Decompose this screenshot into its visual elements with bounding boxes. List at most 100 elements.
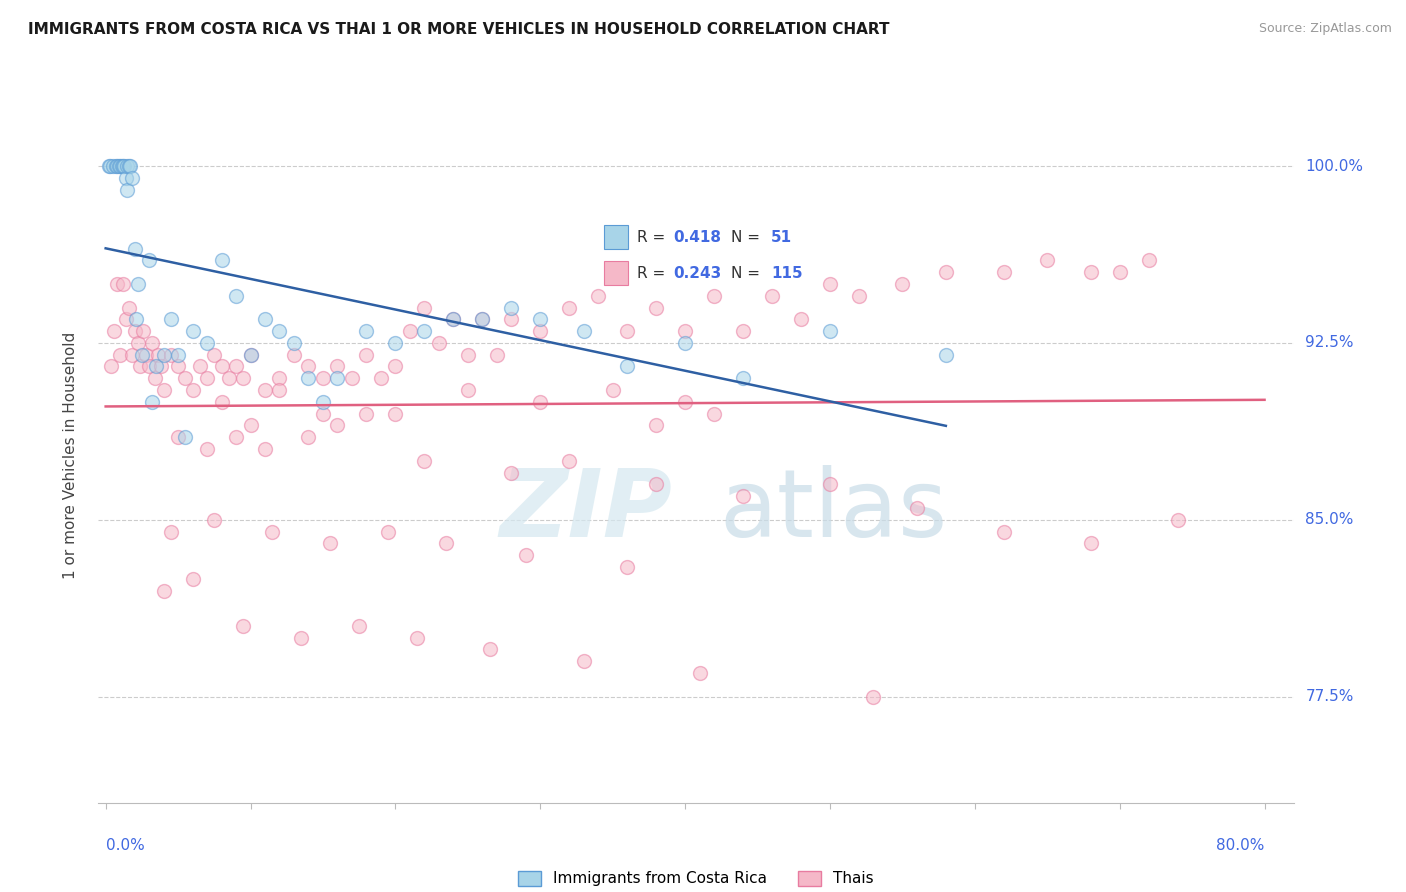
Point [761, 289, 783, 303]
Point [232, 371, 254, 385]
Point [558, 454, 581, 468]
Point [340, 371, 363, 385]
Point [127, 277, 149, 291]
Point [239, 418, 262, 433]
Text: R =: R = [637, 266, 671, 281]
Bar [605, 261, 628, 285]
Point [1167, 513, 1189, 527]
Text: ZIP: ZIP [499, 465, 672, 557]
Point [905, 500, 928, 515]
Point [104, 159, 127, 173]
Text: atlas: atlas [720, 465, 948, 557]
Text: 51: 51 [772, 230, 793, 244]
Point [413, 454, 436, 468]
Point [100, 359, 122, 374]
Point [195, 371, 218, 385]
Point [269, 383, 291, 397]
Point [790, 312, 813, 326]
Point [121, 170, 143, 185]
Point [993, 524, 1015, 539]
Point [105, 159, 128, 173]
Point [1080, 536, 1102, 550]
Point [152, 348, 174, 362]
Point [471, 312, 494, 326]
Point [347, 619, 370, 633]
Point [818, 277, 841, 291]
Point [112, 277, 135, 291]
Point [110, 159, 132, 173]
Point [225, 289, 247, 303]
Point [1137, 253, 1160, 268]
Point [118, 301, 141, 315]
Point [370, 371, 392, 385]
Point [356, 324, 378, 338]
Point [107, 159, 129, 173]
Point [141, 335, 163, 350]
Point [673, 324, 696, 338]
Point [529, 312, 551, 326]
Point [152, 383, 174, 397]
Point [616, 560, 638, 574]
Point [616, 359, 638, 374]
Point [478, 642, 501, 657]
Point [501, 466, 523, 480]
Point [384, 407, 406, 421]
Point [125, 312, 148, 326]
Point [114, 159, 136, 173]
Point [485, 348, 508, 362]
Point [515, 548, 537, 562]
Point [326, 359, 349, 374]
Point [731, 371, 754, 385]
Point [326, 418, 349, 433]
Point [138, 359, 160, 374]
Text: 92.5%: 92.5% [1305, 335, 1354, 351]
Point [457, 383, 479, 397]
Point [312, 395, 335, 409]
Point [645, 301, 668, 315]
Point [105, 277, 128, 291]
Point [239, 348, 262, 362]
Point [127, 335, 149, 350]
Point [211, 359, 233, 374]
Point [117, 183, 139, 197]
Legend: Immigrants from Costa Rica, Thais: Immigrants from Costa Rica, Thais [512, 865, 880, 892]
Point [501, 301, 523, 315]
Point [253, 312, 276, 326]
Point [558, 301, 581, 315]
Point [112, 159, 135, 173]
Point [131, 348, 153, 362]
Point [232, 619, 254, 633]
Point [645, 477, 668, 491]
Point [529, 324, 551, 338]
Point [586, 289, 609, 303]
Point [935, 265, 957, 279]
Point [145, 359, 167, 374]
Text: 0.0%: 0.0% [105, 838, 145, 853]
Point [269, 324, 291, 338]
Point [181, 324, 204, 338]
Point [1108, 265, 1130, 279]
Point [384, 359, 406, 374]
Point [167, 359, 190, 374]
Point [319, 536, 342, 550]
Point [160, 312, 183, 326]
Point [195, 335, 218, 350]
Point [891, 277, 914, 291]
Point [384, 335, 406, 350]
Point [673, 335, 696, 350]
Point [202, 513, 225, 527]
Text: N =: N = [731, 266, 765, 281]
Point [529, 395, 551, 409]
Point [326, 371, 349, 385]
Point [993, 265, 1015, 279]
Text: R =: R = [637, 230, 671, 244]
Point [181, 572, 204, 586]
Point [501, 312, 523, 326]
Point [356, 348, 378, 362]
Point [149, 359, 172, 374]
Point [818, 477, 841, 491]
Point [124, 324, 146, 338]
Text: 77.5%: 77.5% [1305, 690, 1354, 704]
Point [572, 324, 595, 338]
Point [108, 348, 131, 362]
